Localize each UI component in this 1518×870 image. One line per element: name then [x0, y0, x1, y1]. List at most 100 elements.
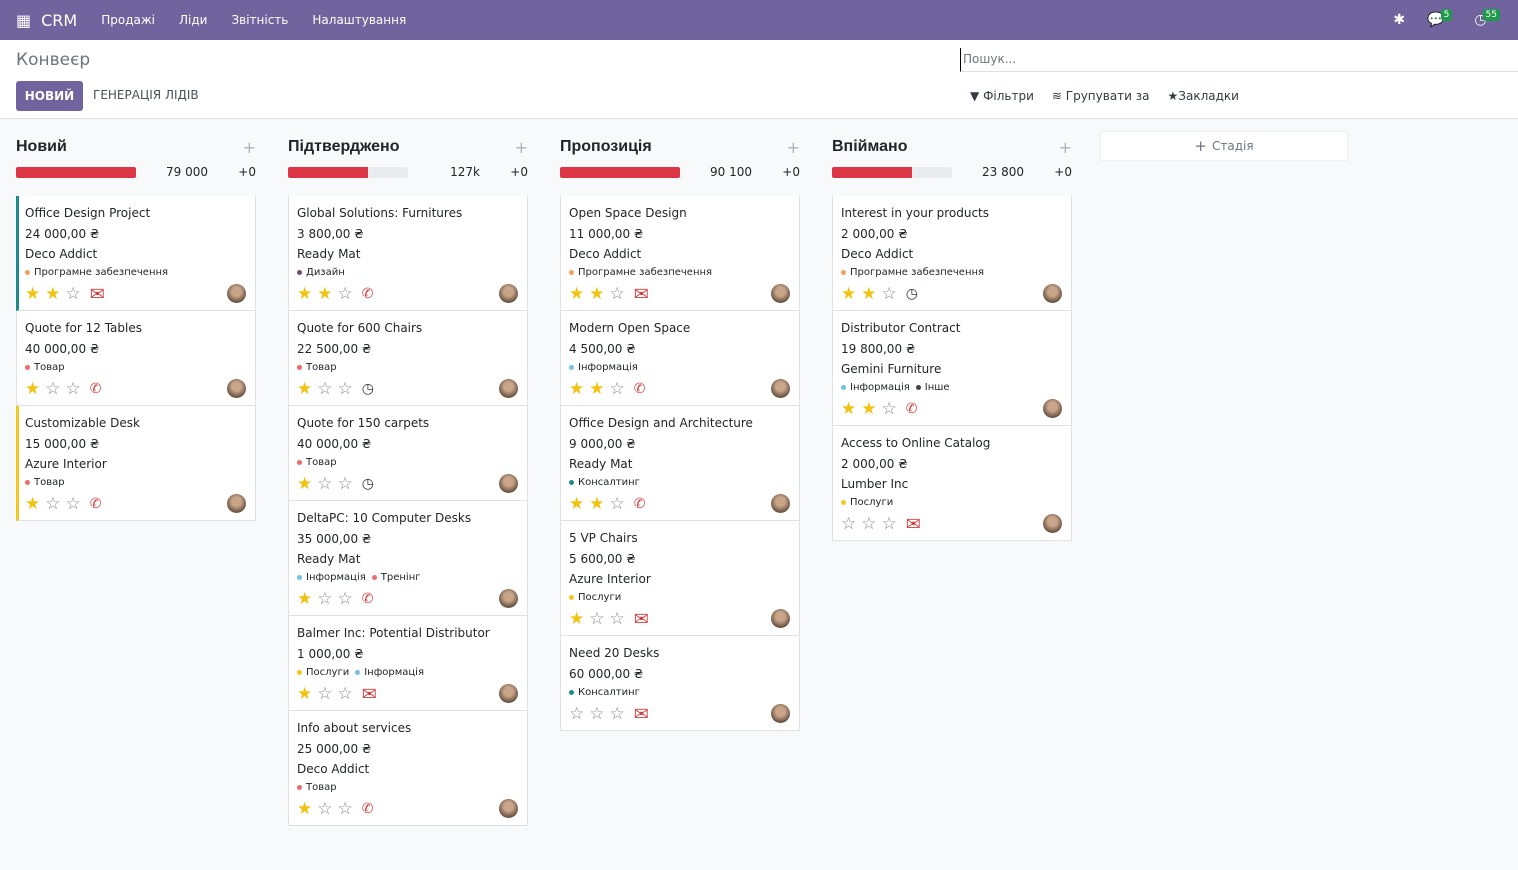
- lead-card[interactable]: Quote for 12 Tables 40 000,00 ₴ Товар ★ ☆…: [16, 311, 256, 406]
- priority-star-icon[interactable]: ☆: [317, 798, 333, 819]
- lead-card[interactable]: Info about services 25 000,00 ₴ Deco Add…: [288, 711, 528, 826]
- menu-sales[interactable]: Продажі: [101, 13, 155, 27]
- envelope-activity-icon[interactable]: ✉: [905, 513, 921, 535]
- phone-activity-icon[interactable]: ✆: [89, 496, 102, 512]
- phone-activity-icon[interactable]: ✆: [361, 286, 374, 302]
- column-progress-bar[interactable]: [832, 166, 952, 178]
- lead-card[interactable]: Distributor Contract 19 800,00 ₴ Gemini …: [832, 311, 1072, 426]
- avatar[interactable]: [499, 799, 518, 818]
- priority-star-icon[interactable]: ★: [25, 283, 41, 304]
- quick-create-plus-icon[interactable]: +: [242, 137, 256, 157]
- lead-card[interactable]: Office Design and Architecture 9 000,00 …: [560, 406, 800, 521]
- activities-button[interactable]: ◷55: [1474, 9, 1500, 28]
- priority-star-icon[interactable]: ★: [297, 588, 313, 609]
- avatar[interactable]: [499, 684, 518, 703]
- lead-card[interactable]: Quote for 600 Chairs 22 500,00 ₴ Товар ★…: [288, 311, 528, 406]
- favorites-button[interactable]: ★Закладки: [1168, 89, 1239, 103]
- envelope-activity-icon[interactable]: ✉: [89, 283, 105, 305]
- column-title[interactable]: Пропозиція: [560, 138, 652, 155]
- priority-star-icon[interactable]: ☆: [841, 513, 857, 534]
- apps-grid-icon[interactable]: ▦: [16, 10, 31, 30]
- lead-card[interactable]: Office Design Project 24 000,00 ₴ Deco A…: [16, 196, 256, 311]
- envelope-activity-icon[interactable]: ✉: [633, 703, 649, 725]
- phone-activity-icon[interactable]: ✆: [89, 381, 102, 397]
- priority-star-icon[interactable]: ★: [25, 493, 41, 514]
- priority-star-icon[interactable]: ★: [861, 398, 877, 419]
- priority-star-icon[interactable]: ★: [841, 283, 857, 304]
- avatar[interactable]: [499, 589, 518, 608]
- priority-star-icon[interactable]: ☆: [65, 493, 81, 514]
- priority-star-icon[interactable]: ☆: [881, 398, 897, 419]
- lead-card[interactable]: Global Solutions: Furnitures 3 800,00 ₴ …: [288, 196, 528, 311]
- lead-card[interactable]: Interest in your products 2 000,00 ₴ Dec…: [832, 196, 1072, 311]
- avatar[interactable]: [771, 704, 790, 723]
- priority-star-icon[interactable]: ★: [297, 283, 313, 304]
- lead-card[interactable]: Open Space Design 11 000,00 ₴ Deco Addic…: [560, 196, 800, 311]
- lead-card[interactable]: 5 VP Chairs 5 600,00 ₴ Azure Interior По…: [560, 521, 800, 636]
- search-input[interactable]: Пошук...: [960, 48, 1518, 72]
- lead-card[interactable]: Balmer Inc: Potential Distributor 1 000,…: [288, 616, 528, 711]
- phone-activity-icon[interactable]: ✆: [361, 801, 374, 817]
- priority-star-icon[interactable]: ☆: [337, 798, 353, 819]
- priority-star-icon[interactable]: ☆: [609, 703, 625, 724]
- avatar[interactable]: [499, 379, 518, 398]
- priority-star-icon[interactable]: ★: [569, 608, 585, 629]
- priority-star-icon[interactable]: ☆: [65, 378, 81, 399]
- priority-star-icon[interactable]: ☆: [881, 513, 897, 534]
- generate-leads-button[interactable]: ГЕНЕРАЦІЯ ЛІДІВ: [93, 88, 199, 102]
- phone-activity-icon[interactable]: ✆: [633, 381, 646, 397]
- priority-star-icon[interactable]: ☆: [609, 283, 625, 304]
- avatar[interactable]: [499, 284, 518, 303]
- debug-bug-icon[interactable]: ✱: [1393, 12, 1406, 28]
- priority-star-icon[interactable]: ★: [297, 473, 313, 494]
- menu-configuration[interactable]: Налаштування: [312, 13, 407, 27]
- priority-star-icon[interactable]: ☆: [337, 473, 353, 494]
- priority-star-icon[interactable]: ★: [589, 378, 605, 399]
- messages-button[interactable]: 💬5: [1427, 9, 1453, 28]
- priority-star-icon[interactable]: ★: [297, 683, 313, 704]
- priority-star-icon[interactable]: ☆: [45, 493, 61, 514]
- group-by-button[interactable]: ≋ Групувати за: [1052, 89, 1150, 103]
- priority-star-icon[interactable]: ☆: [337, 283, 353, 304]
- avatar[interactable]: [1043, 284, 1062, 303]
- quick-create-plus-icon[interactable]: +: [786, 137, 800, 157]
- avatar[interactable]: [227, 379, 246, 398]
- priority-star-icon[interactable]: ☆: [45, 378, 61, 399]
- avatar[interactable]: [1043, 399, 1062, 418]
- avatar[interactable]: [499, 474, 518, 493]
- add-stage-button[interactable]: + Стадія: [1100, 131, 1348, 161]
- avatar[interactable]: [227, 494, 246, 513]
- priority-star-icon[interactable]: ☆: [569, 703, 585, 724]
- priority-star-icon[interactable]: ☆: [65, 283, 81, 304]
- envelope-activity-icon[interactable]: ✉: [361, 683, 377, 705]
- avatar[interactable]: [771, 284, 790, 303]
- app-brand[interactable]: CRM: [41, 10, 78, 30]
- menu-leads[interactable]: Ліди: [179, 13, 208, 27]
- phone-activity-icon[interactable]: ✆: [361, 591, 374, 607]
- clock-activity-icon[interactable]: ◷: [905, 286, 918, 302]
- lead-card[interactable]: Modern Open Space 4 500,00 ₴ Інформація …: [560, 311, 800, 406]
- envelope-activity-icon[interactable]: ✉: [633, 283, 649, 305]
- priority-star-icon[interactable]: ★: [861, 283, 877, 304]
- column-title[interactable]: Новий: [16, 138, 67, 155]
- priority-star-icon[interactable]: ☆: [337, 683, 353, 704]
- quick-create-plus-icon[interactable]: +: [1058, 137, 1072, 157]
- priority-star-icon[interactable]: ☆: [317, 683, 333, 704]
- avatar[interactable]: [227, 284, 246, 303]
- avatar[interactable]: [771, 379, 790, 398]
- phone-activity-icon[interactable]: ✆: [905, 401, 918, 417]
- clock-activity-icon[interactable]: ◷: [361, 476, 374, 492]
- avatar[interactable]: [1043, 514, 1062, 533]
- clock-activity-icon[interactable]: ◷: [361, 381, 374, 397]
- priority-star-icon[interactable]: ☆: [589, 608, 605, 629]
- priority-star-icon[interactable]: ☆: [589, 703, 605, 724]
- priority-star-icon[interactable]: ★: [589, 493, 605, 514]
- priority-star-icon[interactable]: ★: [569, 378, 585, 399]
- column-progress-bar[interactable]: [16, 166, 136, 178]
- column-progress-bar[interactable]: [288, 166, 408, 178]
- priority-star-icon[interactable]: ★: [589, 283, 605, 304]
- lead-card[interactable]: DeltaPC: 10 Computer Desks 35 000,00 ₴ R…: [288, 501, 528, 616]
- priority-star-icon[interactable]: ☆: [609, 378, 625, 399]
- priority-star-icon[interactable]: ☆: [317, 588, 333, 609]
- lead-card[interactable]: Quote for 150 carpets 40 000,00 ₴ Товар …: [288, 406, 528, 501]
